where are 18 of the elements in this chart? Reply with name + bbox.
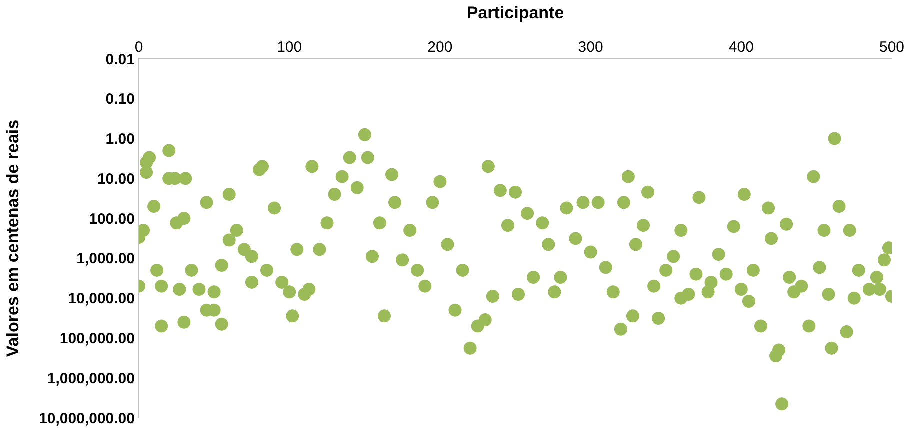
y-tick-label: 0.10 <box>106 91 135 108</box>
y-tick-label: 10,000,000.00 <box>39 410 135 428</box>
x-tick-label: 200 <box>428 39 453 56</box>
y-tick-label: 10,000.00 <box>68 290 135 308</box>
x-tick-label: 400 <box>728 39 754 56</box>
y-tick-label: 100,000.00 <box>60 330 135 348</box>
y-axis-title: Valores em centenas de reais <box>4 120 23 358</box>
y-tick-label: 1.00 <box>106 131 135 148</box>
x-tick-label: 500 <box>879 39 905 56</box>
y-tick-label: 1,000.00 <box>76 250 135 268</box>
y-tick-label: 0.01 <box>106 51 135 68</box>
y-tick-label: 1,000,000.00 <box>47 370 135 388</box>
x-tick-label: 300 <box>578 39 604 56</box>
x-tick-label: 100 <box>277 39 302 56</box>
x-axis-title: Participante <box>466 4 564 23</box>
y-tick-label: 10.00 <box>97 170 135 188</box>
x-tick-label: 0 <box>134 39 144 56</box>
y-tick-label: 100.00 <box>89 210 135 228</box>
